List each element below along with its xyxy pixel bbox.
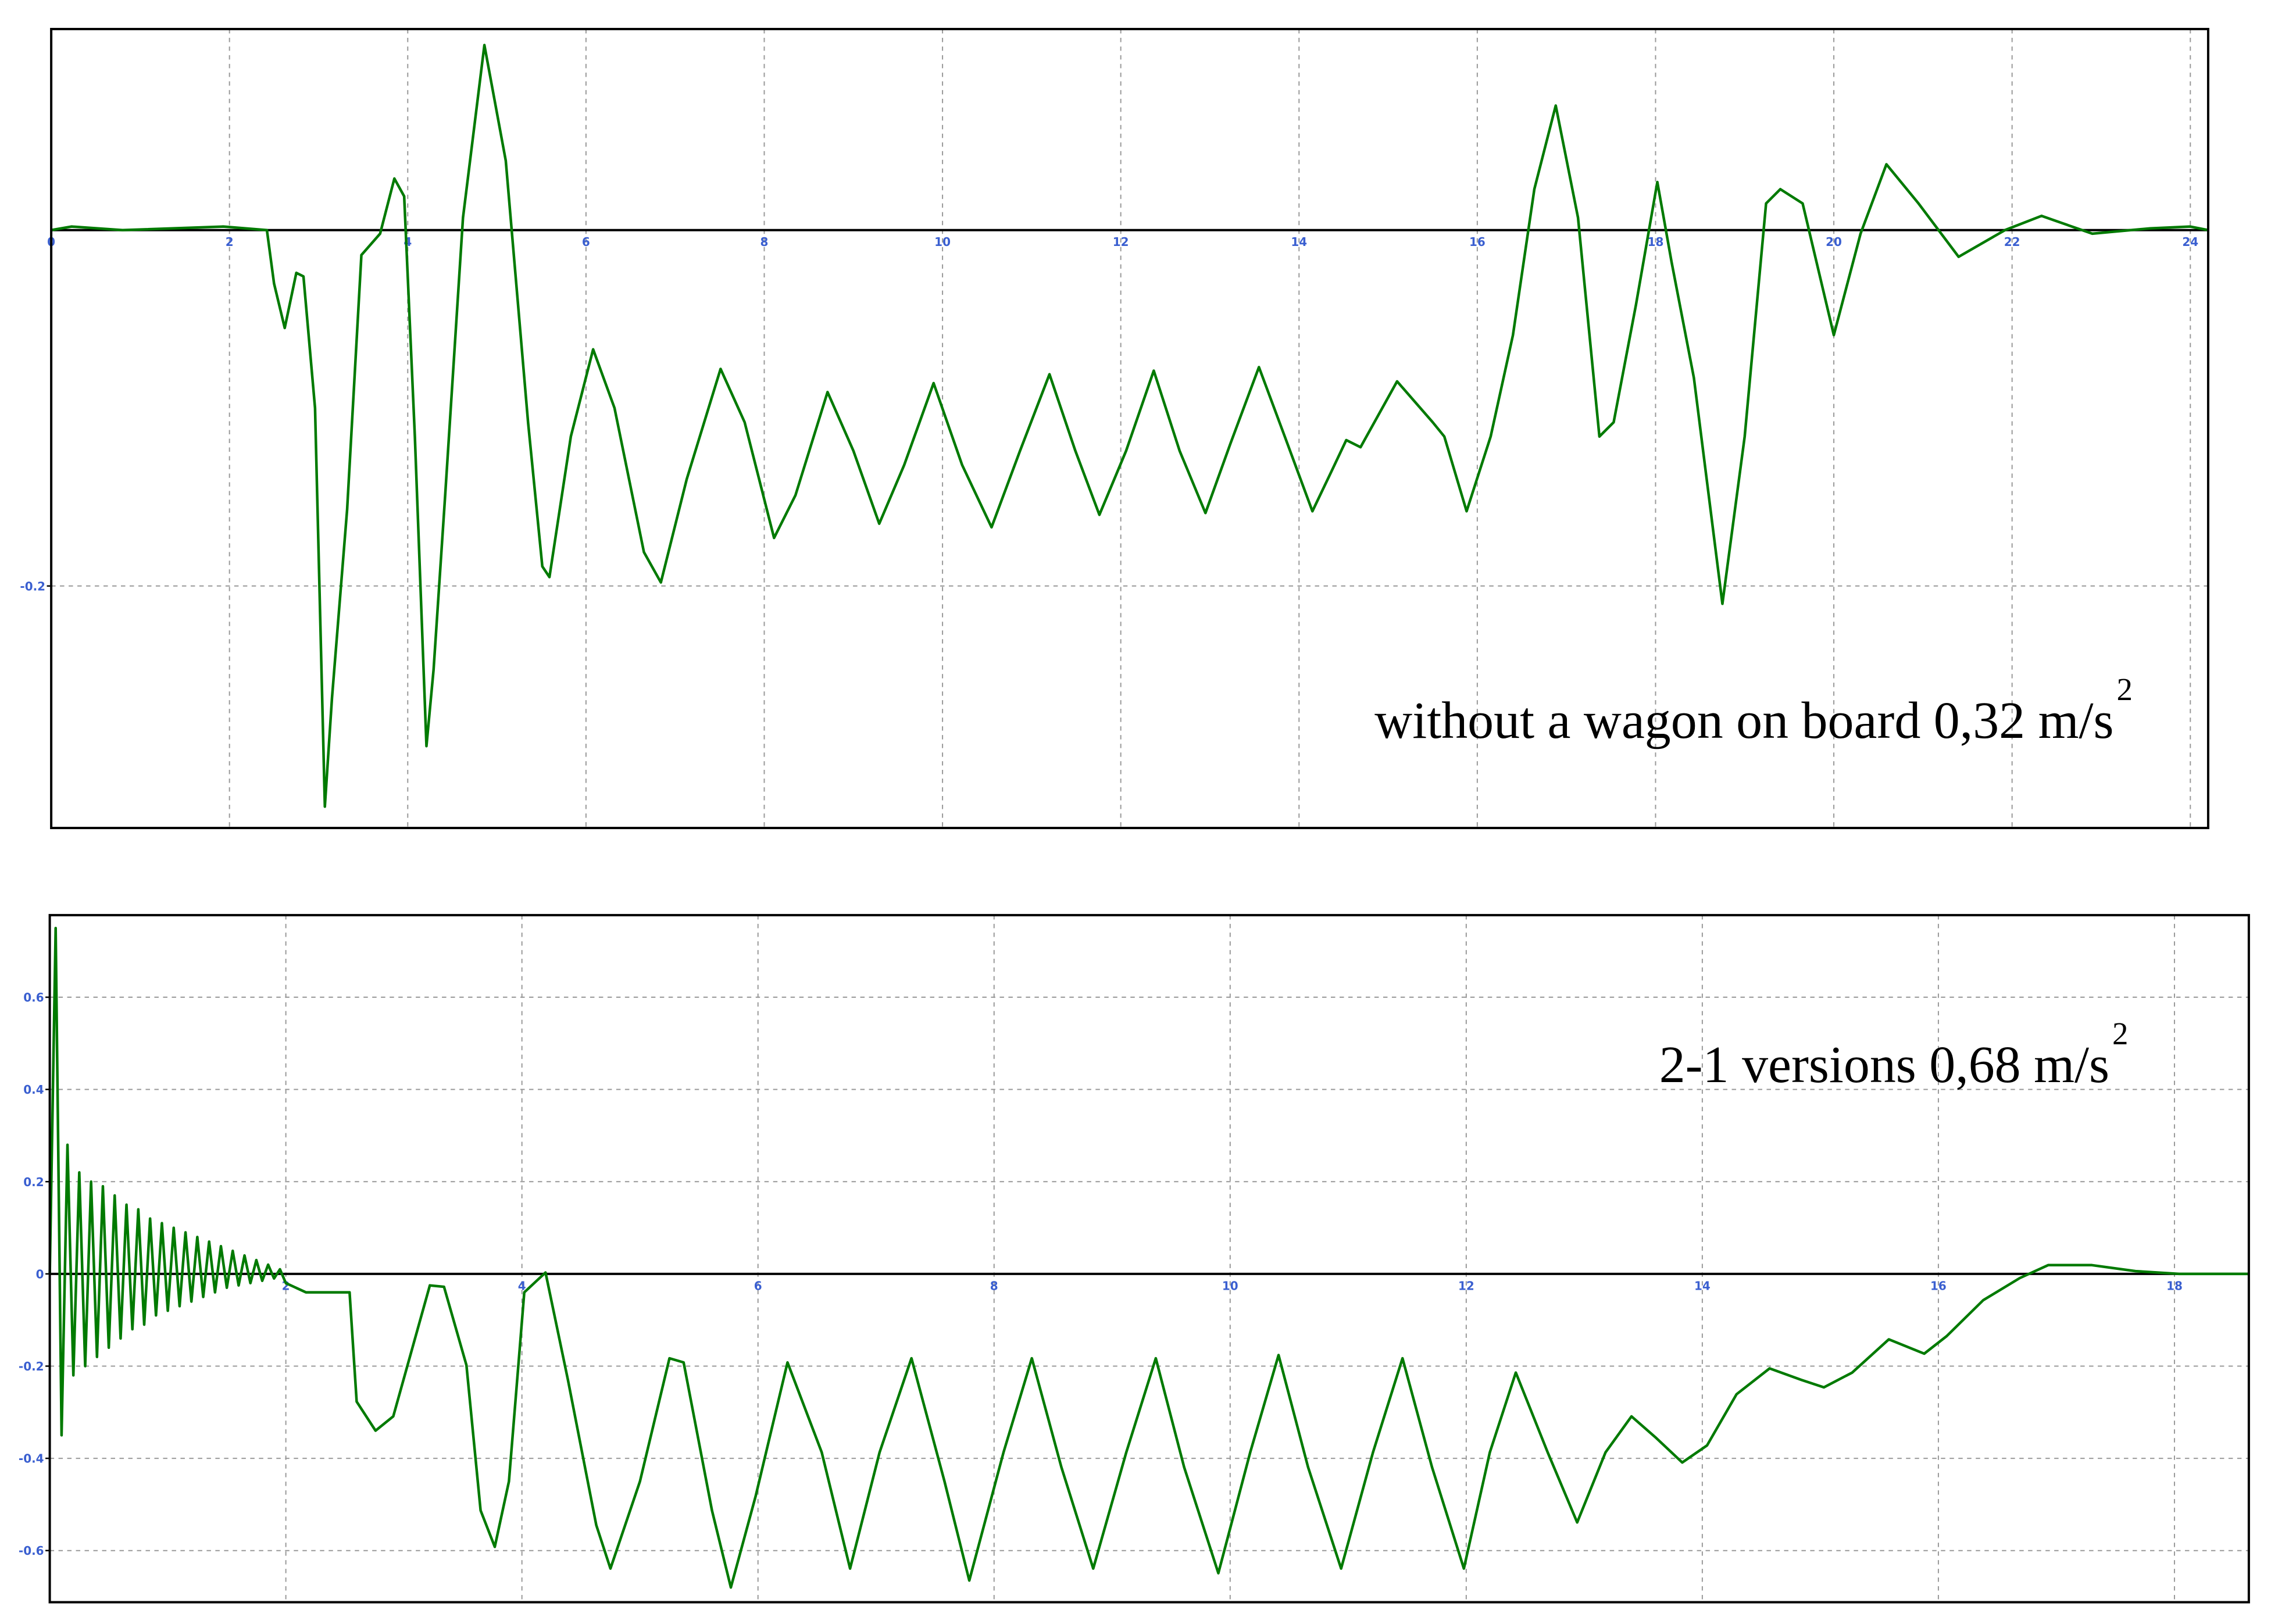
y-tick-label: 0 xyxy=(36,1267,44,1281)
annotation-superscript: 2 xyxy=(2117,672,2133,707)
y-tick-label: -0.2 xyxy=(20,579,45,593)
x-tick-label: 8 xyxy=(990,1279,998,1293)
x-tick-label: 18 xyxy=(1648,235,1664,249)
x-tick-label: 20 xyxy=(1826,235,1842,249)
x-tick-label: 2 xyxy=(226,235,234,249)
y-tick-label: 0.2 xyxy=(23,1175,44,1189)
x-tick-label: 16 xyxy=(1930,1279,1947,1293)
x-tick-label: 10 xyxy=(934,235,951,249)
x-tick-label: 14 xyxy=(1291,235,1307,249)
plot-frame xyxy=(48,913,2250,1604)
y-tick-label: 0.6 xyxy=(23,991,44,1005)
plot-area xyxy=(51,28,2208,828)
y-tick-label: 0.4 xyxy=(23,1083,44,1097)
plot-frame xyxy=(50,27,2209,829)
x-tick-label: 2 xyxy=(282,1279,290,1293)
x-tick-label: 10 xyxy=(1222,1279,1238,1293)
plot-area xyxy=(49,915,2249,1602)
x-tick-label: 4 xyxy=(518,1279,526,1293)
x-tick-label: 8 xyxy=(760,235,769,249)
x-tick-label: 12 xyxy=(1458,1279,1474,1293)
x-tick-label: 24 xyxy=(2182,235,2198,249)
x-tick-label: 12 xyxy=(1113,235,1129,249)
y-tick-label: -0.2 xyxy=(19,1359,44,1373)
x-tick-label: 6 xyxy=(754,1279,762,1293)
x-tick-label: 6 xyxy=(582,235,590,249)
annotation: without a wagon on board 0,32 m/s xyxy=(1374,692,2113,749)
annotation-superscript: 2 xyxy=(2112,1016,2128,1051)
x-tick-label: 16 xyxy=(1469,235,1486,249)
x-tick-label: 22 xyxy=(2004,235,2020,249)
x-tick-label: 14 xyxy=(1694,1279,1711,1293)
data-line xyxy=(51,44,2209,808)
annotation: 2-1 versions 0,68 m/s xyxy=(1659,1036,2109,1094)
x-tick-label: 18 xyxy=(2166,1279,2183,1293)
y-tick-label: -0.4 xyxy=(19,1452,44,1466)
data-line xyxy=(48,926,2249,1589)
y-tick-label: -0.6 xyxy=(19,1544,44,1558)
